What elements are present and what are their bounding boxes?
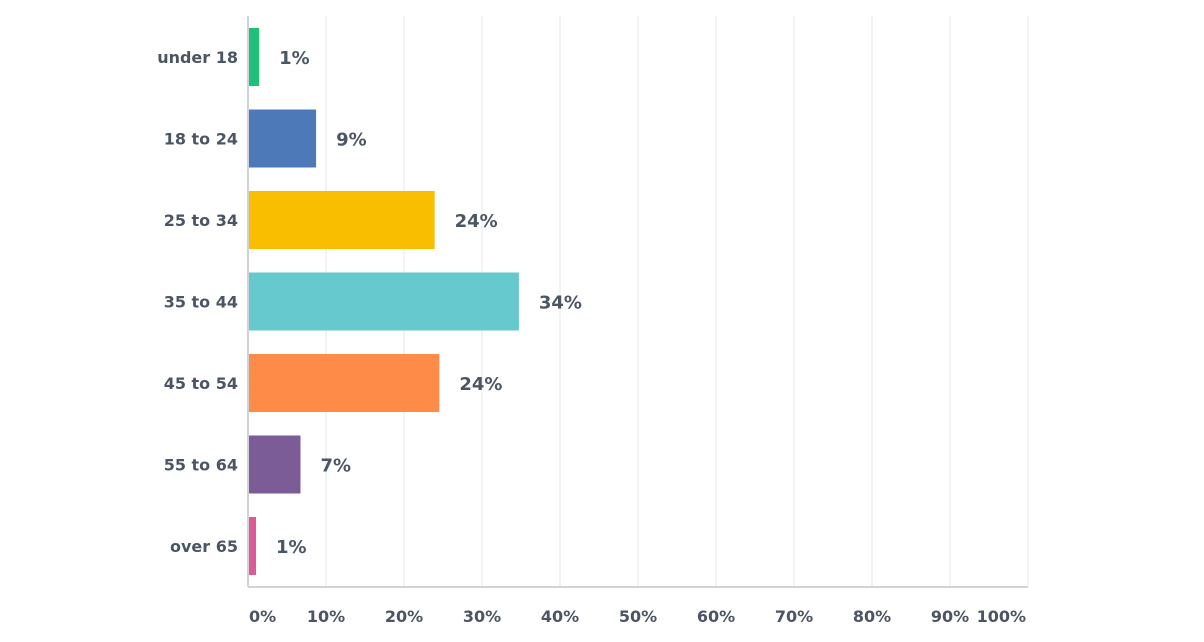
bar <box>249 435 301 494</box>
value-labels: 1% 9% 24% 34% 24% 7% 1% <box>276 48 582 558</box>
bar <box>249 191 435 249</box>
bar <box>249 28 260 86</box>
category-label: 55 to 64 <box>164 456 238 475</box>
x-tick-label: 50% <box>619 607 657 626</box>
value-label: 7% <box>320 456 351 477</box>
category-label: 45 to 54 <box>164 374 238 393</box>
x-tick-label: 70% <box>775 607 813 626</box>
x-tick-label: 100% <box>977 607 1026 626</box>
bar <box>249 354 440 412</box>
value-label: 34% <box>539 293 582 314</box>
x-tick-label: 0% <box>249 607 276 626</box>
category-label: 35 to 44 <box>164 293 238 312</box>
bar <box>249 109 317 168</box>
bars <box>249 28 519 575</box>
x-tick-label: 10% <box>307 607 345 626</box>
x-tick-label: 90% <box>931 607 969 626</box>
category-label: over 65 <box>170 537 238 556</box>
value-label: 1% <box>279 48 310 69</box>
category-label: under 18 <box>157 48 238 67</box>
bar <box>249 272 519 331</box>
value-label: 1% <box>276 537 307 558</box>
category-labels: under 18 18 to 24 25 to 34 35 to 44 45 to 54… <box>157 48 238 556</box>
value-label: 9% <box>336 130 367 151</box>
x-tick-label: 30% <box>463 607 501 626</box>
value-label: 24% <box>455 211 498 232</box>
category-label: 25 to 34 <box>164 211 238 230</box>
bar <box>249 517 257 575</box>
x-axis <box>247 16 1028 588</box>
x-tick-label: 40% <box>541 607 579 626</box>
category-label: 18 to 24 <box>164 130 238 149</box>
x-tick-label: 60% <box>697 607 735 626</box>
x-tick-label: 80% <box>853 607 891 626</box>
x-tick-labels: 0% 10% 20% 30% 40% 50% 60% 70% 80% 90% 100% <box>249 607 1026 626</box>
x-tick-label: 20% <box>385 607 423 626</box>
value-label: 24% <box>459 374 502 395</box>
gridlines <box>325 16 1029 587</box>
